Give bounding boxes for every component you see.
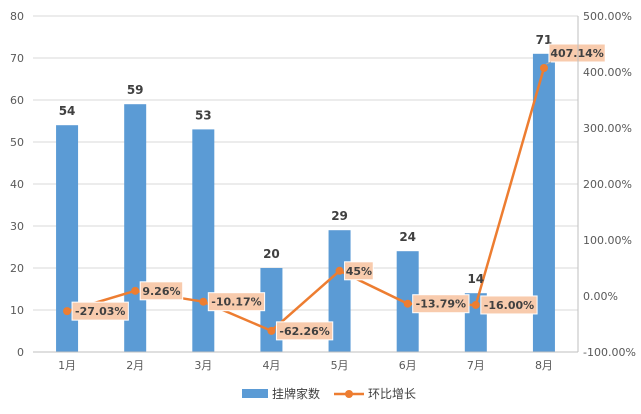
- growth-point: [131, 286, 140, 295]
- bar-value-label: 20: [263, 247, 280, 261]
- legend-line-label: 环比增长: [368, 387, 416, 401]
- growth-label-text: -10.17%: [211, 296, 261, 309]
- y2-tick-label: 300.00%: [583, 122, 632, 135]
- legend-bar-label: 挂牌家数: [272, 386, 320, 401]
- growth-data-label: 45%: [344, 261, 374, 281]
- y-tick-label: 70: [10, 52, 24, 65]
- y-tick-label: 60: [10, 94, 24, 107]
- bar-value-label: 53: [195, 108, 212, 122]
- x-axis: 1月 2月 3月 4月 5月 6月 7月 8月: [33, 351, 578, 372]
- growth-point: [471, 300, 480, 309]
- label-leader-line: [545, 61, 552, 65]
- growth-point: [335, 266, 344, 275]
- y2-tick-label: 500.00%: [583, 10, 632, 23]
- bar-data-labels: 54 59 53 20 29 24 14 71: [59, 33, 553, 286]
- growth-point: [199, 297, 208, 306]
- bar: [532, 53, 555, 353]
- y2-tick-label: -100.00%: [583, 346, 636, 359]
- y2-tick-label: 100.00%: [583, 234, 632, 247]
- bar-value-label: 59: [127, 83, 144, 97]
- growth-label-text: 9.26%: [142, 285, 180, 298]
- y2-tick-label: 200.00%: [583, 178, 632, 191]
- bar-value-label: 71: [536, 33, 553, 47]
- growth-label-box: [412, 294, 470, 314]
- growth-data-label: 407.14%: [545, 43, 606, 65]
- y-tick-label: 50: [10, 136, 24, 149]
- growth-label-text: -13.79%: [416, 298, 466, 311]
- growth-label-box: [207, 292, 266, 312]
- line-data-labels: -27.03% 9.26% -10.17% -62.26% 45% -13.79% -16.…: [71, 43, 606, 341]
- bar: [192, 129, 215, 352]
- growth-label-box: [548, 43, 606, 63]
- growth-data-label: -62.26%: [275, 321, 334, 341]
- x-tick-label: 5月: [331, 359, 349, 372]
- growth-data-label: -27.03%: [71, 301, 129, 321]
- bar-value-label: 24: [399, 230, 416, 244]
- growth-label-text: -27.03%: [75, 305, 125, 318]
- growth-point: [63, 307, 72, 316]
- x-tick-label: 2月: [126, 359, 144, 372]
- y-tick-label: 30: [10, 220, 24, 233]
- x-tick-label: 8月: [535, 359, 553, 372]
- growth-data-label: -16.00%: [480, 295, 538, 315]
- x-tick-label: 4月: [262, 359, 280, 372]
- legend: 挂牌家数 环比增长: [242, 386, 416, 401]
- y-tick-label: 20: [10, 262, 24, 275]
- x-tick-label: 3月: [194, 359, 212, 372]
- x-tick-label: 6月: [399, 359, 417, 372]
- growth-label-box: [275, 321, 334, 341]
- legend-line-marker: [345, 390, 353, 398]
- y2-tick-label: 400.00%: [583, 66, 632, 79]
- growth-point: [267, 326, 276, 335]
- growth-label-text: -16.00%: [484, 299, 534, 312]
- growth-label-box: [71, 301, 129, 321]
- growth-data-label: -10.17%: [207, 292, 266, 312]
- bar: [56, 125, 79, 352]
- growth-label-box: [344, 261, 374, 281]
- y-tick-label: 10: [10, 304, 24, 317]
- growth-label-text: 407.14%: [550, 47, 603, 60]
- growth-point: [539, 64, 548, 73]
- bar-value-label: 54: [59, 104, 76, 118]
- x-tick-label: 7月: [467, 359, 485, 372]
- y-tick-label: 80: [10, 10, 24, 23]
- y2-tick-label: 0.00%: [583, 290, 618, 303]
- x-tick-label: 1月: [58, 359, 76, 372]
- growth-label-text: 45%: [346, 265, 372, 278]
- growth-label-box: [480, 295, 538, 315]
- growth-data-label: -13.79%: [412, 294, 470, 314]
- bar: [328, 230, 351, 352]
- left-axis: 0 10 20 30 40 50 60 70 80: [10, 10, 24, 359]
- growth-label-box: [139, 281, 184, 301]
- legend-bar-swatch: [242, 389, 268, 398]
- bar-value-label: 29: [331, 209, 348, 223]
- growth-data-label: 9.26%: [139, 281, 184, 301]
- growth-point: [403, 299, 412, 308]
- growth-label-text: -62.26%: [279, 325, 329, 338]
- bar-value-label: 14: [467, 272, 484, 286]
- y-tick-label: 0: [17, 346, 24, 359]
- right-axis: -100.00% 0.00% 100.00% 200.00% 300.00% 400.00…: [577, 10, 636, 359]
- y-tick-label: 40: [10, 178, 24, 191]
